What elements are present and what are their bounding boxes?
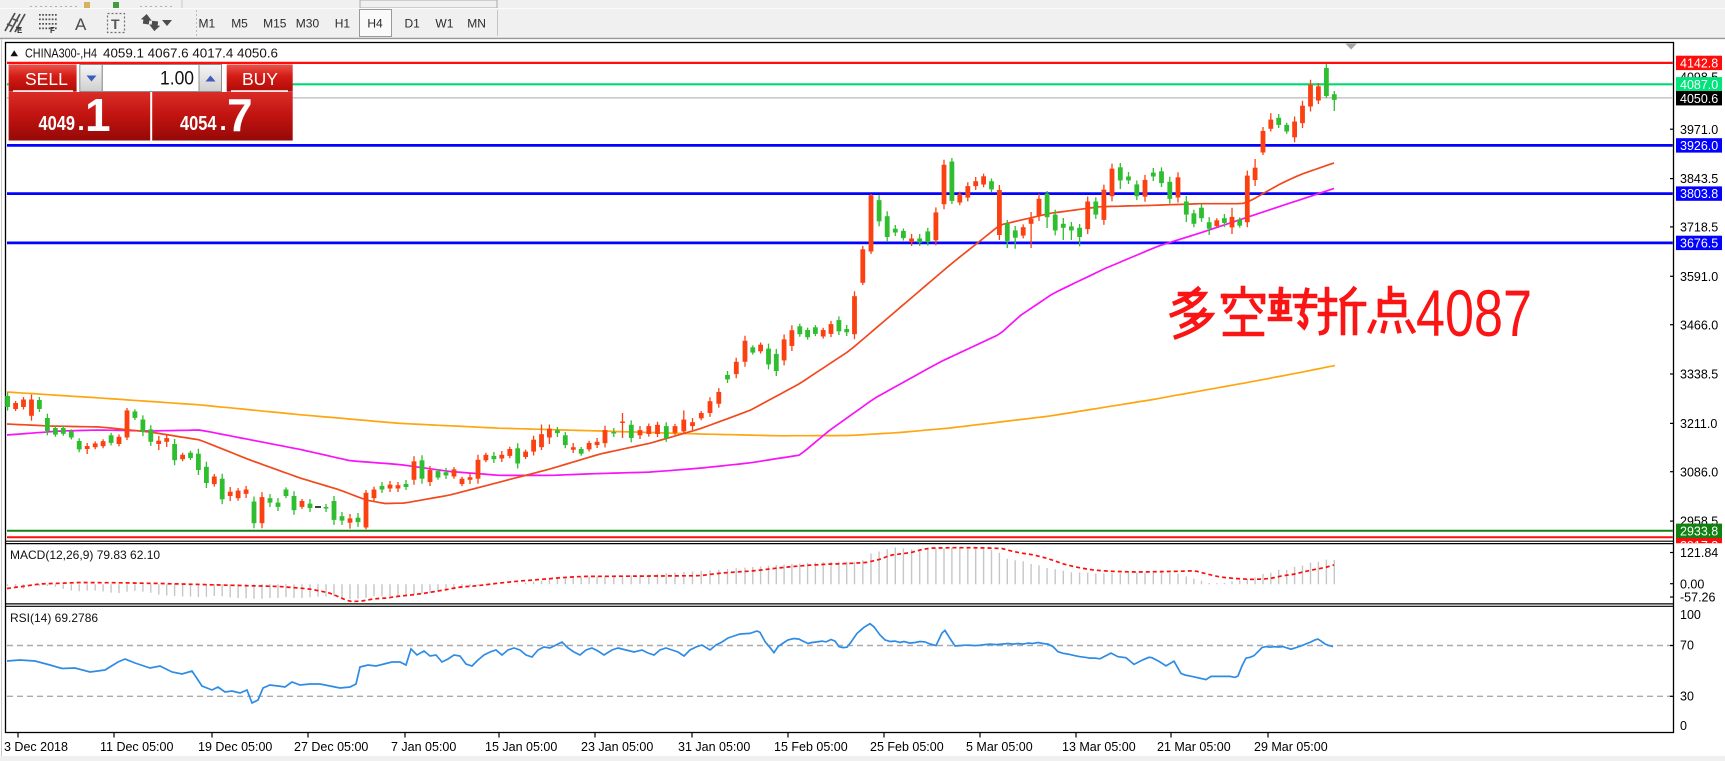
svg-text:.: .	[220, 106, 227, 136]
svg-text:3676.5: 3676.5	[1680, 237, 1718, 251]
svg-text:M15: M15	[263, 17, 287, 31]
svg-text:4050.6: 4050.6	[1680, 92, 1718, 106]
svg-text:0: 0	[1680, 719, 1687, 733]
svg-text:A: A	[75, 15, 87, 34]
svg-text:SELL: SELL	[25, 69, 68, 89]
svg-text:H4: H4	[367, 17, 383, 31]
svg-text:31 Jan 05:00: 31 Jan 05:00	[678, 740, 750, 754]
svg-text:H1: H1	[335, 17, 351, 31]
svg-text:100: 100	[1680, 608, 1701, 622]
svg-text:D1: D1	[405, 17, 421, 31]
svg-text:T: T	[111, 16, 120, 32]
svg-text:3 Dec 2018: 3 Dec 2018	[4, 740, 68, 754]
svg-text:15 Feb 05:00: 15 Feb 05:00	[774, 740, 848, 754]
svg-text:M1: M1	[199, 17, 216, 31]
svg-text:3926.0: 3926.0	[1680, 139, 1718, 153]
svg-text:21 Mar 05:00: 21 Mar 05:00	[1157, 740, 1231, 754]
svg-text:-57.26: -57.26	[1680, 591, 1715, 605]
svg-text:3803.8: 3803.8	[1680, 187, 1718, 201]
svg-text:19 Dec 05:00: 19 Dec 05:00	[198, 740, 272, 754]
svg-text:1: 1	[85, 89, 111, 141]
svg-text:1.00: 1.00	[160, 68, 194, 90]
svg-text:MN: MN	[467, 17, 486, 31]
svg-text:BUY: BUY	[242, 69, 278, 89]
svg-text:.: .	[78, 106, 85, 136]
svg-text:3971.0: 3971.0	[1680, 123, 1718, 137]
svg-text:5 Mar 05:00: 5 Mar 05:00	[966, 740, 1033, 754]
svg-text:MACD(12,26,9) 79.83 62.10: MACD(12,26,9) 79.83 62.10	[10, 548, 160, 562]
svg-text:27 Dec 05:00: 27 Dec 05:00	[294, 740, 368, 754]
svg-text:70: 70	[1680, 639, 1694, 653]
svg-text:4142.8: 4142.8	[1680, 57, 1718, 71]
svg-text:3466.0: 3466.0	[1680, 318, 1718, 332]
svg-text:7 Jan 05:00: 7 Jan 05:00	[391, 740, 456, 754]
svg-text:3086.0: 3086.0	[1680, 465, 1718, 479]
svg-text:M30: M30	[296, 17, 320, 31]
svg-text:15 Jan 05:00: 15 Jan 05:00	[485, 740, 557, 754]
svg-text:13 Mar 05:00: 13 Mar 05:00	[1062, 740, 1136, 754]
svg-text:4087: 4087	[1416, 276, 1532, 350]
svg-text:CHINA300-,H4: CHINA300-,H4	[25, 47, 97, 61]
svg-text:RSI(14) 69.2786: RSI(14) 69.2786	[10, 611, 98, 625]
svg-text:F: F	[50, 26, 55, 35]
svg-text:0.00: 0.00	[1680, 577, 1704, 591]
svg-text:4059.1 4067.6 4017.4 4050.6: 4059.1 4067.6 4017.4 4050.6	[103, 47, 278, 61]
svg-text:4087.0: 4087.0	[1680, 78, 1718, 92]
svg-text:4054: 4054	[180, 112, 217, 135]
svg-text:W1: W1	[435, 17, 453, 31]
svg-text:3338.5: 3338.5	[1680, 368, 1718, 382]
svg-text:11 Dec 05:00: 11 Dec 05:00	[100, 740, 173, 754]
svg-text:2933.8: 2933.8	[1680, 524, 1718, 538]
svg-text:29 Mar 05:00: 29 Mar 05:00	[1254, 740, 1328, 754]
svg-text:121.84: 121.84	[1680, 546, 1718, 560]
svg-text:30: 30	[1680, 689, 1694, 703]
svg-text:7: 7	[227, 89, 253, 141]
svg-text:E: E	[17, 26, 23, 35]
svg-text:3843.5: 3843.5	[1680, 172, 1718, 186]
svg-text:4049: 4049	[39, 112, 76, 135]
svg-text:M5: M5	[231, 17, 248, 31]
svg-text:25 Feb 05:00: 25 Feb 05:00	[870, 740, 944, 754]
svg-text:23 Jan 05:00: 23 Jan 05:00	[581, 740, 653, 754]
svg-text:3718.5: 3718.5	[1680, 221, 1718, 235]
svg-text:3211.0: 3211.0	[1680, 417, 1717, 431]
svg-text:3591.0: 3591.0	[1680, 270, 1718, 284]
svg-text:2917.8: 2917.8	[1680, 539, 1718, 553]
